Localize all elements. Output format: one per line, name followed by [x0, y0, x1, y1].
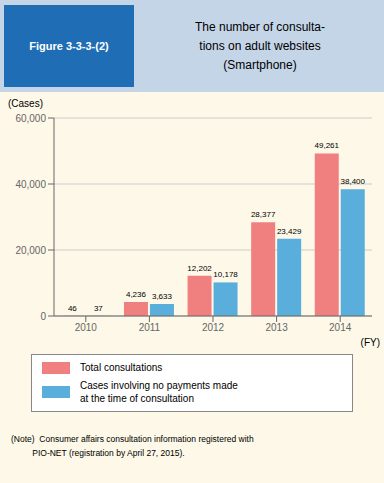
html-text:Figure 3-3-3-(2): Figure 3-3-3-(2): [29, 40, 109, 52]
html-text:The number of consulta-: The number of consulta-: [195, 19, 325, 34]
svg-text:40,000: 40,000: [15, 179, 46, 190]
svg-text:4,236: 4,236: [126, 290, 147, 299]
svg-text:28,377: 28,377: [251, 210, 276, 219]
svg-text:2013: 2013: [265, 322, 288, 333]
svg-text:2012: 2012: [202, 322, 225, 333]
svg-text:12,202: 12,202: [187, 264, 212, 273]
html-text:tions on adult websites: tions on adult websites: [199, 38, 321, 53]
svg-text:3,633: 3,633: [152, 292, 173, 301]
svg-text:0: 0: [40, 311, 46, 322]
html-text:Cases involving no payments ma: Cases involving no payments made: [80, 380, 238, 391]
html-text:(Cases): (Cases): [8, 98, 43, 109]
svg-text:23,429: 23,429: [277, 227, 302, 236]
svg-text:10,178: 10,178: [213, 270, 238, 279]
svg-text:60,000: 60,000: [15, 113, 46, 124]
svg-text:46: 46: [68, 304, 77, 313]
svg-text:49,261: 49,261: [315, 141, 340, 150]
svg-text:2011: 2011: [139, 322, 161, 333]
svg-text:37: 37: [94, 304, 103, 313]
html-text:(FY): (FY): [360, 337, 380, 348]
html-text:at the time of consultation: at the time of consultation: [80, 393, 194, 404]
svg-text:2010: 2010: [75, 322, 98, 333]
svg-text:2014: 2014: [329, 322, 352, 333]
html-text:(Smartphone): (Smartphone): [223, 57, 297, 72]
svg-text:38,400: 38,400: [341, 177, 366, 186]
svg-text:20,000: 20,000: [15, 245, 46, 256]
html-text:(Note) Consumer affairs consul: (Note) Consumer affairs consultation inf…: [11, 434, 254, 444]
html-text:Total consultations: Total consultations: [80, 362, 163, 373]
html-text:PIO-NET (registration by April: PIO-NET (registration by April 27, 2015)…: [11, 448, 185, 458]
